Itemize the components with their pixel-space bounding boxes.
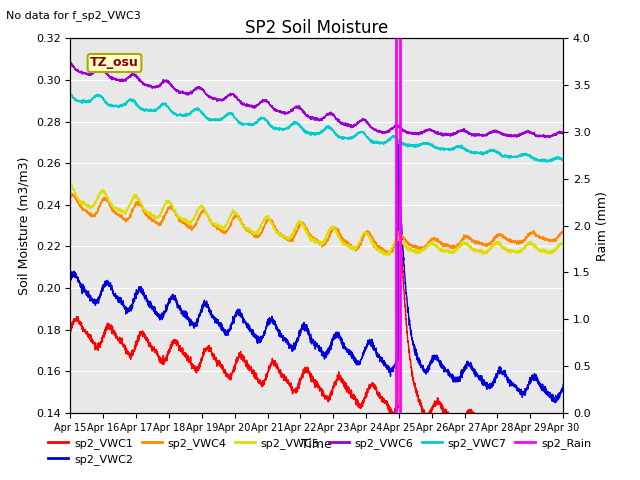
sp2_VWC4 bbox=[497, 232, 504, 238]
sp2_VWC4 bbox=[386, 252, 394, 258]
sp2_VWC5 bbox=[256, 226, 264, 232]
sp2_VWC1 bbox=[123, 348, 131, 354]
sp2_VWC4 bbox=[550, 237, 557, 243]
sp2_VWC7 bbox=[277, 126, 285, 132]
sp2_VWC7 bbox=[123, 99, 131, 105]
sp2_VWC1 bbox=[497, 421, 504, 427]
sp2_VWC5 bbox=[67, 183, 74, 189]
sp2_VWC4 bbox=[277, 232, 285, 238]
sp2_VWC5 bbox=[277, 231, 285, 237]
Y-axis label: Raim (mm): Raim (mm) bbox=[596, 191, 609, 261]
sp2_VWC6 bbox=[123, 76, 131, 82]
Line: sp2_VWC5: sp2_VWC5 bbox=[70, 185, 563, 255]
sp2_VWC2 bbox=[277, 333, 285, 339]
Line: sp2_VWC2: sp2_VWC2 bbox=[70, 142, 563, 403]
sp2_VWC5 bbox=[383, 252, 391, 258]
sp2_VWC5 bbox=[550, 249, 557, 255]
sp2_VWC5 bbox=[123, 206, 131, 212]
sp2_VWC5 bbox=[497, 243, 504, 249]
sp2_VWC6 bbox=[152, 84, 160, 89]
sp2_VWC2 bbox=[559, 382, 567, 387]
sp2_VWC4 bbox=[68, 191, 76, 196]
sp2_VWC6 bbox=[545, 135, 553, 141]
sp2_VWC5 bbox=[559, 239, 567, 245]
sp2_VWC1 bbox=[277, 370, 285, 375]
sp2_VWC1 bbox=[394, 147, 402, 153]
sp2_VWC1 bbox=[152, 347, 160, 352]
sp2_VWC1 bbox=[559, 444, 567, 449]
Line: sp2_VWC1: sp2_VWC1 bbox=[70, 150, 563, 456]
sp2_VWC2 bbox=[394, 139, 402, 144]
sp2_VWC7 bbox=[550, 157, 557, 163]
sp2_VWC2 bbox=[255, 337, 263, 343]
sp2_VWC6 bbox=[497, 131, 504, 136]
Y-axis label: Soil Moisture (m3/m3): Soil Moisture (m3/m3) bbox=[17, 156, 30, 295]
sp2_VWC4 bbox=[256, 233, 264, 239]
sp2_VWC4 bbox=[152, 220, 160, 226]
sp2_VWC2 bbox=[152, 312, 160, 318]
sp2_VWC1 bbox=[255, 380, 263, 385]
Line: sp2_VWC6: sp2_VWC6 bbox=[70, 62, 563, 138]
X-axis label: Time: Time bbox=[301, 438, 332, 451]
sp2_VWC6 bbox=[277, 108, 285, 114]
sp2_VWC4 bbox=[123, 216, 131, 222]
sp2_VWC2 bbox=[551, 400, 559, 406]
sp2_VWC1 bbox=[67, 324, 74, 330]
Line: sp2_VWC4: sp2_VWC4 bbox=[70, 193, 563, 255]
sp2_VWC1 bbox=[552, 453, 560, 459]
sp2_VWC5 bbox=[152, 215, 160, 220]
sp2_VWC5 bbox=[68, 182, 76, 188]
sp2_VWC7 bbox=[67, 91, 75, 97]
sp2_VWC7 bbox=[256, 117, 264, 122]
Line: sp2_VWC7: sp2_VWC7 bbox=[70, 94, 563, 162]
sp2_VWC1 bbox=[550, 446, 557, 452]
sp2_VWC4 bbox=[67, 191, 74, 197]
sp2_VWC6 bbox=[559, 131, 567, 137]
Legend: sp2_VWC1, sp2_VWC2, sp2_VWC4, sp2_VWC5, sp2_VWC6, sp2_VWC7, sp2_Rain: sp2_VWC1, sp2_VWC2, sp2_VWC4, sp2_VWC5, … bbox=[44, 433, 595, 469]
sp2_VWC6 bbox=[67, 59, 74, 65]
sp2_VWC7 bbox=[152, 107, 160, 113]
sp2_VWC7 bbox=[559, 156, 567, 162]
Text: No data for f_sp2_VWC3: No data for f_sp2_VWC3 bbox=[6, 10, 141, 21]
sp2_VWC2 bbox=[67, 276, 74, 282]
sp2_VWC2 bbox=[497, 366, 504, 372]
sp2_VWC7 bbox=[67, 92, 74, 97]
Text: TZ_osu: TZ_osu bbox=[90, 57, 139, 70]
sp2_VWC7 bbox=[544, 159, 552, 165]
sp2_VWC6 bbox=[255, 101, 263, 107]
sp2_VWC7 bbox=[497, 151, 504, 157]
sp2_VWC6 bbox=[550, 132, 557, 138]
sp2_VWC2 bbox=[123, 305, 131, 311]
sp2_VWC2 bbox=[550, 398, 557, 404]
Title: SP2 Soil Moisture: SP2 Soil Moisture bbox=[245, 19, 388, 37]
sp2_VWC4 bbox=[559, 229, 567, 235]
